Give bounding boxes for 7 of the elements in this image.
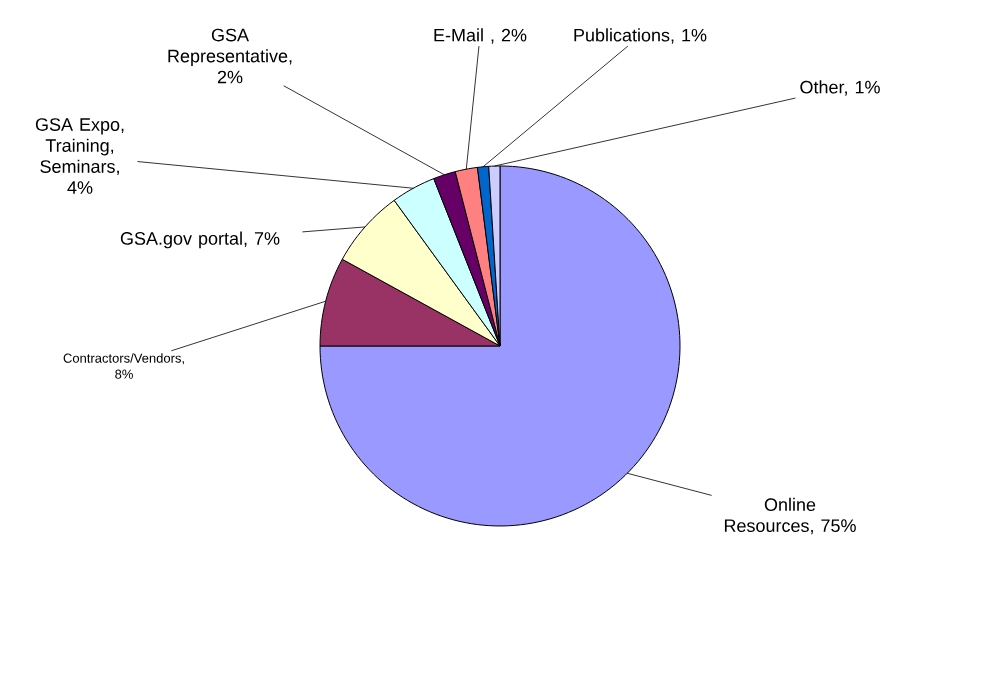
slice-label: Online Resources, 75%: [724, 497, 856, 535]
slice-label: Publications, 1%: [574, 28, 707, 44]
legend-label: GSA.gov portal, 7%: [120, 231, 280, 249]
slice-label: GSA Expo, Training, Seminars, 4%: [35, 118, 124, 194]
slice-label: Other, 1%: [800, 80, 880, 96]
slice-label: E-Mail , 2%: [434, 28, 527, 44]
slice-label: GSA Representative, 2%: [168, 28, 292, 84]
